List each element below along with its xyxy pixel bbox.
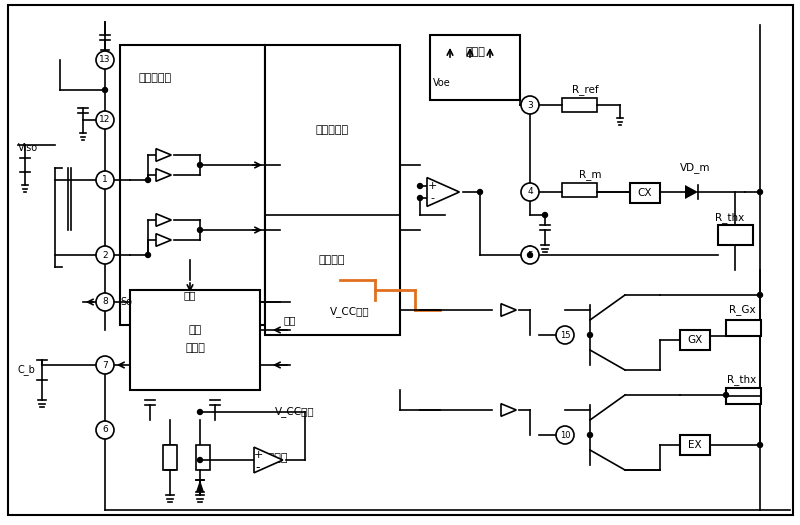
Text: 电源监视: 电源监视 xyxy=(262,453,288,463)
Text: 12: 12 xyxy=(99,116,110,124)
Text: +: + xyxy=(254,450,262,460)
Circle shape xyxy=(96,51,114,69)
Text: 监视器: 监视器 xyxy=(465,47,485,57)
Text: R_thx: R_thx xyxy=(715,213,745,224)
Circle shape xyxy=(478,190,482,194)
Circle shape xyxy=(587,433,593,437)
Circle shape xyxy=(96,111,114,129)
Text: V_CC故障: V_CC故障 xyxy=(330,307,370,318)
Text: 故障: 故障 xyxy=(184,290,196,300)
Bar xyxy=(562,183,597,197)
Text: V_CC故障: V_CC故障 xyxy=(275,406,315,417)
Text: So: So xyxy=(120,297,132,307)
Text: VD_m: VD_m xyxy=(680,163,710,173)
Circle shape xyxy=(96,421,114,439)
Text: 2: 2 xyxy=(102,250,108,259)
Bar xyxy=(265,45,400,335)
Circle shape xyxy=(96,246,114,264)
Text: 5: 5 xyxy=(527,250,533,259)
Circle shape xyxy=(556,326,574,344)
Circle shape xyxy=(556,426,574,444)
Text: C_b: C_b xyxy=(18,364,36,375)
Polygon shape xyxy=(156,169,171,181)
Circle shape xyxy=(146,177,150,183)
Polygon shape xyxy=(156,234,171,246)
Text: 10: 10 xyxy=(560,430,570,439)
Text: 3: 3 xyxy=(527,100,533,110)
Circle shape xyxy=(96,293,114,311)
Text: -: - xyxy=(430,193,434,203)
Bar xyxy=(562,98,597,112)
Text: Viso: Viso xyxy=(18,143,38,153)
Text: -: - xyxy=(256,461,260,475)
Bar xyxy=(130,290,260,390)
Polygon shape xyxy=(685,185,698,199)
Circle shape xyxy=(542,213,547,217)
Text: CX: CX xyxy=(638,188,652,198)
Text: R_Gx: R_Gx xyxy=(729,304,755,316)
Circle shape xyxy=(418,195,422,201)
Text: 1: 1 xyxy=(102,175,108,184)
Text: 8: 8 xyxy=(102,298,108,307)
Text: EX: EX xyxy=(688,440,702,450)
Circle shape xyxy=(198,457,202,463)
Circle shape xyxy=(587,332,593,338)
Circle shape xyxy=(418,184,422,188)
Polygon shape xyxy=(501,404,516,416)
Text: 定时器: 定时器 xyxy=(185,343,205,353)
Bar xyxy=(196,445,210,470)
Text: 15: 15 xyxy=(560,331,570,340)
Bar xyxy=(680,330,710,350)
Circle shape xyxy=(102,88,107,92)
Polygon shape xyxy=(196,480,204,492)
Text: 故障: 故障 xyxy=(188,325,202,335)
Text: 13: 13 xyxy=(99,56,110,65)
Circle shape xyxy=(146,253,150,257)
Text: +: + xyxy=(427,181,437,191)
Text: 6: 6 xyxy=(102,425,108,435)
Circle shape xyxy=(198,163,202,167)
Circle shape xyxy=(96,171,114,189)
Bar xyxy=(680,435,710,455)
Circle shape xyxy=(758,292,762,298)
Text: 复位: 复位 xyxy=(284,315,296,325)
Text: 4: 4 xyxy=(527,187,533,196)
Circle shape xyxy=(758,443,762,447)
Circle shape xyxy=(521,183,539,201)
Text: GX: GX xyxy=(687,335,702,345)
Text: 变压器接口: 变压器接口 xyxy=(138,73,171,83)
Circle shape xyxy=(198,410,202,415)
Polygon shape xyxy=(156,149,171,161)
Circle shape xyxy=(96,356,114,374)
Polygon shape xyxy=(254,447,283,473)
Circle shape xyxy=(527,253,533,257)
Bar xyxy=(726,388,761,404)
Circle shape xyxy=(758,190,762,194)
Text: R_m: R_m xyxy=(578,170,602,181)
Text: 脉冲触发器: 脉冲触发器 xyxy=(315,125,349,135)
Circle shape xyxy=(521,246,539,264)
Bar xyxy=(163,445,177,470)
Text: 7: 7 xyxy=(102,361,108,370)
Bar xyxy=(630,183,660,203)
Text: Voe: Voe xyxy=(433,78,450,88)
Circle shape xyxy=(521,96,539,114)
Circle shape xyxy=(198,227,202,233)
Polygon shape xyxy=(427,177,459,206)
Circle shape xyxy=(723,393,729,397)
Text: R_thx: R_thx xyxy=(727,374,757,385)
Bar xyxy=(726,320,761,336)
Polygon shape xyxy=(156,214,171,226)
Bar xyxy=(430,35,520,100)
Text: R_ref: R_ref xyxy=(572,85,598,96)
Text: 脉冲逻辑: 脉冲逻辑 xyxy=(318,255,346,265)
Bar xyxy=(718,225,753,245)
Polygon shape xyxy=(501,303,516,316)
Bar xyxy=(120,45,265,325)
